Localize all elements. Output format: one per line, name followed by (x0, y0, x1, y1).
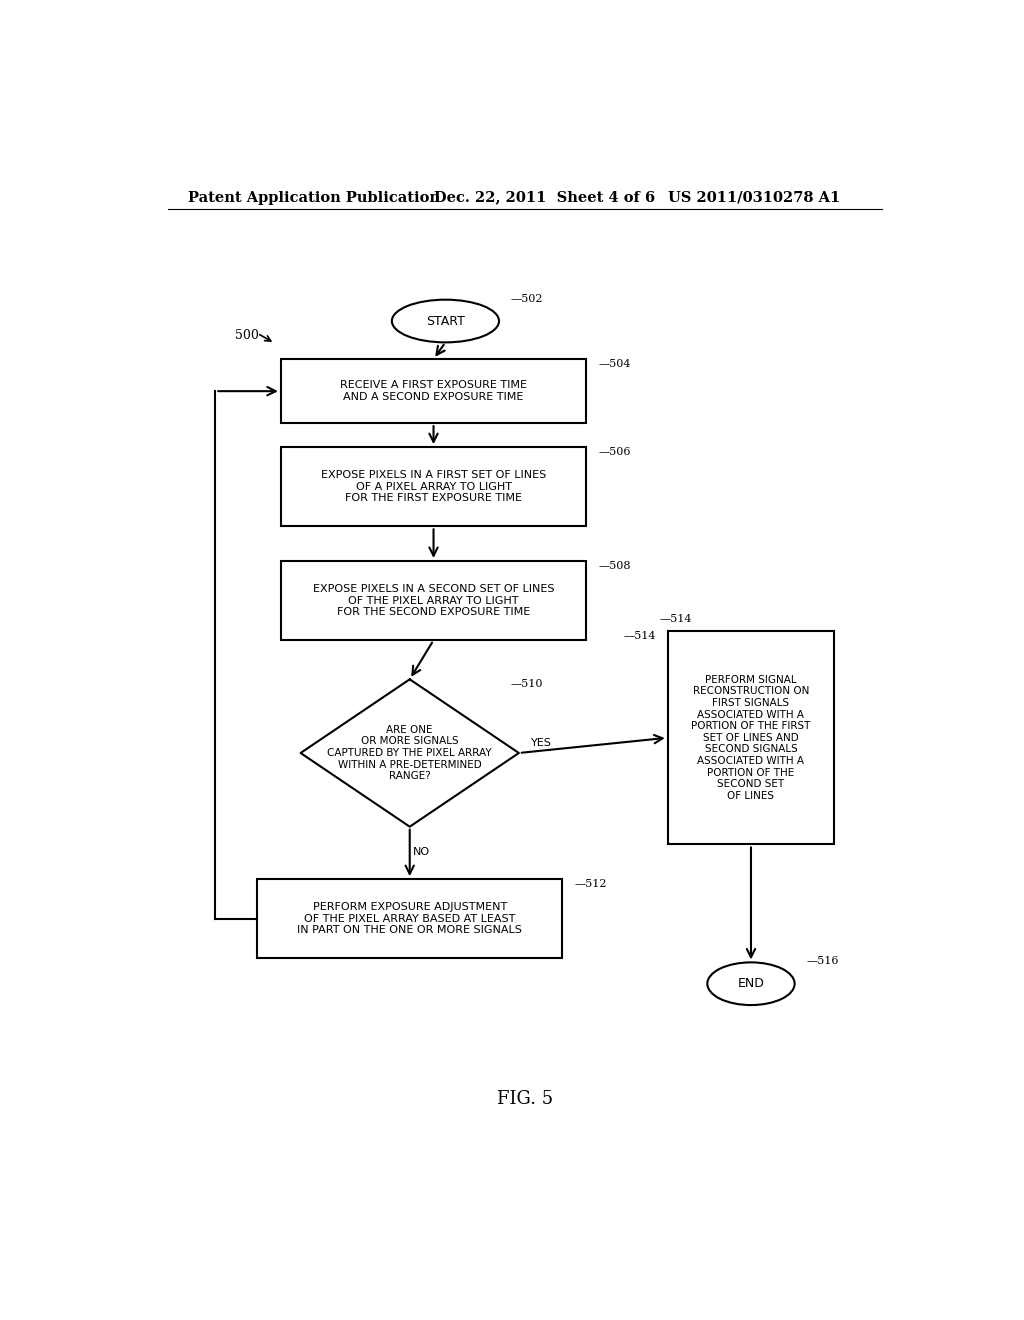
Text: PERFORM EXPOSURE ADJUSTMENT
OF THE PIXEL ARRAY BASED AT LEAST
IN PART ON THE ONE: PERFORM EXPOSURE ADJUSTMENT OF THE PIXEL… (297, 902, 522, 936)
Text: —514: —514 (659, 614, 692, 624)
Text: US 2011/0310278 A1: US 2011/0310278 A1 (668, 190, 840, 205)
Text: FIG. 5: FIG. 5 (497, 1089, 553, 1107)
Text: EXPOSE PIXELS IN A SECOND SET OF LINES
OF THE PIXEL ARRAY TO LIGHT
FOR THE SECON: EXPOSE PIXELS IN A SECOND SET OF LINES O… (312, 583, 554, 618)
Text: START: START (426, 314, 465, 327)
Text: —506: —506 (598, 447, 631, 457)
Text: PERFORM SIGNAL
RECONSTRUCTION ON
FIRST SIGNALS
ASSOCIATED WITH A
PORTION OF THE : PERFORM SIGNAL RECONSTRUCTION ON FIRST S… (691, 675, 811, 801)
Text: EXPOSE PIXELS IN A FIRST SET OF LINES
OF A PIXEL ARRAY TO LIGHT
FOR THE FIRST EX: EXPOSE PIXELS IN A FIRST SET OF LINES OF… (321, 470, 546, 503)
Text: —510: —510 (511, 680, 544, 689)
Text: 500: 500 (236, 329, 259, 342)
Text: END: END (737, 977, 764, 990)
Text: Dec. 22, 2011  Sheet 4 of 6: Dec. 22, 2011 Sheet 4 of 6 (433, 190, 654, 205)
Text: —512: —512 (574, 879, 607, 890)
Text: ARE ONE
OR MORE SIGNALS
CAPTURED BY THE PIXEL ARRAY
WITHIN A PRE-DETERMINED
RANG: ARE ONE OR MORE SIGNALS CAPTURED BY THE … (328, 725, 493, 781)
Text: NO: NO (413, 847, 430, 857)
Text: —508: —508 (598, 561, 631, 572)
Text: —502: —502 (511, 293, 544, 304)
Text: RECEIVE A FIRST EXPOSURE TIME
AND A SECOND EXPOSURE TIME: RECEIVE A FIRST EXPOSURE TIME AND A SECO… (340, 380, 527, 403)
Text: YES: YES (530, 738, 552, 748)
Text: Patent Application Publication: Patent Application Publication (187, 190, 439, 205)
Text: —516: —516 (807, 957, 839, 966)
Text: —514: —514 (624, 631, 656, 642)
Text: —504: —504 (598, 359, 631, 370)
